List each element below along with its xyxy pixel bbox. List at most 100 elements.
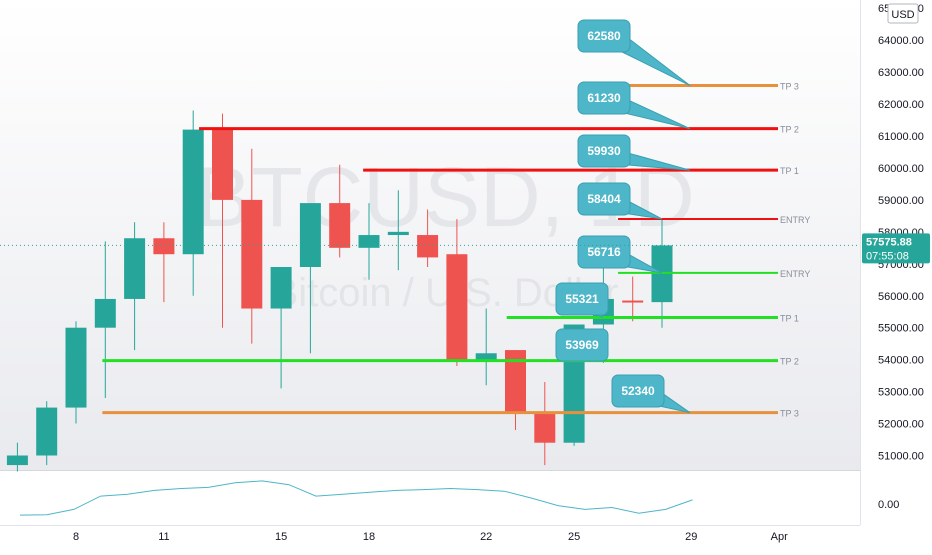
candle <box>94 241 116 398</box>
price-tick-label: 51000.00 <box>878 451 924 463</box>
candle <box>417 209 439 267</box>
levels: TP 3 TP 2 TP 1 ENTRY ENTRY TP 1 TP 2 TP 3 <box>102 82 810 419</box>
currency-badge[interactable] <box>887 3 919 24</box>
callout-text: 53969 <box>565 338 599 352</box>
level-label: TP 2 <box>780 357 799 367</box>
candle-body <box>153 238 175 255</box>
candle <box>153 222 175 303</box>
price-callout[interactable]: 61230 <box>577 81 691 130</box>
price-tick-label: 64000.00 <box>878 35 924 47</box>
candle <box>358 203 380 280</box>
time-axis: 8 11 15 18 22 25 29 Apr <box>73 531 788 543</box>
candle-body <box>475 353 497 360</box>
candle <box>65 321 87 424</box>
indicator-line <box>19 480 693 516</box>
callout-box <box>577 134 631 168</box>
price-callout[interactable]: 56716 <box>577 235 663 274</box>
candle <box>6 442 28 472</box>
callout-box <box>555 328 609 362</box>
plot-background <box>0 0 860 470</box>
candle-body <box>241 199 263 309</box>
price-tick-label: 63000.00 <box>878 67 924 79</box>
level-label: TP 2 <box>780 125 799 135</box>
candle <box>241 148 263 344</box>
candles <box>6 110 673 472</box>
candle-body <box>505 350 526 414</box>
callout-text: 59930 <box>587 144 621 158</box>
price-tick-label: 60000.00 <box>878 163 924 175</box>
candle <box>446 219 468 367</box>
price-tick-label: 61000.00 <box>878 131 924 143</box>
callout-box <box>577 81 631 115</box>
indicator-pane: 0.00 <box>19 480 899 516</box>
callout-box <box>611 374 665 408</box>
candle-body <box>417 235 439 258</box>
indicator-value: 0.00 <box>878 499 899 511</box>
price-callout[interactable]: 55321 <box>555 282 609 319</box>
candle <box>534 382 556 466</box>
candle-body <box>299 203 321 267</box>
callout-box <box>577 235 631 269</box>
candle-body <box>358 235 380 248</box>
candle <box>124 222 146 351</box>
candle-body <box>270 266 292 309</box>
callout-box <box>577 19 631 53</box>
candle <box>270 266 292 389</box>
price-tick-label: 53000.00 <box>878 387 924 399</box>
indicator-background <box>0 470 860 525</box>
time-tick-label: 8 <box>73 531 79 543</box>
price-tick-label: 62000.00 <box>878 99 924 111</box>
callouts: 62580 61230 59930 58404 56716 55321 53969 52340 <box>555 19 691 414</box>
candle-body <box>387 231 409 236</box>
price-tick-label: 54000.00 <box>878 355 924 367</box>
candle-body <box>94 298 116 328</box>
candle-body <box>212 129 233 200</box>
callout-text: 61230 <box>587 91 621 105</box>
price-callout[interactable]: 52340 <box>611 374 691 414</box>
price-tick-label: 56000.00 <box>878 291 924 303</box>
level-label: TP 1 <box>780 166 799 176</box>
time-tick-label: Apr <box>771 531 788 543</box>
level-label: ENTRY <box>780 269 810 279</box>
time-tick-label: 25 <box>568 531 580 543</box>
price-tick-label: 52000.00 <box>878 419 924 431</box>
candle-body <box>124 238 146 299</box>
candle <box>387 190 409 271</box>
candle <box>329 164 351 258</box>
candle-body <box>622 300 644 303</box>
candle <box>475 308 497 386</box>
candle-body <box>182 129 204 255</box>
candle <box>212 113 233 328</box>
callout-text: 56716 <box>587 245 621 259</box>
last-price-countdown: 07:55:08 <box>866 250 909 262</box>
price-tick-label: 59000.00 <box>878 195 924 207</box>
callout-box <box>577 182 631 216</box>
candle <box>36 401 58 466</box>
price-axis: 51000.00 52000.00 53000.00 54000.00 55000.00… <box>878 3 924 462</box>
price-callout[interactable]: 53969 <box>555 328 609 362</box>
price-callout[interactable]: 62580 <box>577 19 691 86</box>
candle <box>182 110 204 296</box>
time-tick-label: 29 <box>685 531 697 543</box>
level-label: TP 3 <box>780 82 799 92</box>
last-price-value: 57575.88 <box>866 236 912 248</box>
currency-label: USD <box>891 9 914 21</box>
time-tick-label: 22 <box>480 531 492 543</box>
candle-body <box>446 254 468 360</box>
candle-body <box>6 455 28 466</box>
last-price-tag <box>862 233 930 264</box>
callout-text: 55321 <box>565 292 599 306</box>
callout-text: 62580 <box>587 29 621 43</box>
candle <box>299 203 321 354</box>
candle-body <box>65 327 87 408</box>
level-label: ENTRY <box>780 215 810 225</box>
price-callout[interactable]: 59930 <box>577 134 691 171</box>
price-callout[interactable]: 58404 <box>577 182 663 220</box>
candle-body <box>36 407 58 456</box>
candle-body <box>534 413 556 443</box>
level-label: TP 1 <box>780 313 799 323</box>
callout-text: 52340 <box>621 384 655 398</box>
level-label: TP 3 <box>780 409 799 419</box>
time-tick-label: 15 <box>275 531 287 543</box>
